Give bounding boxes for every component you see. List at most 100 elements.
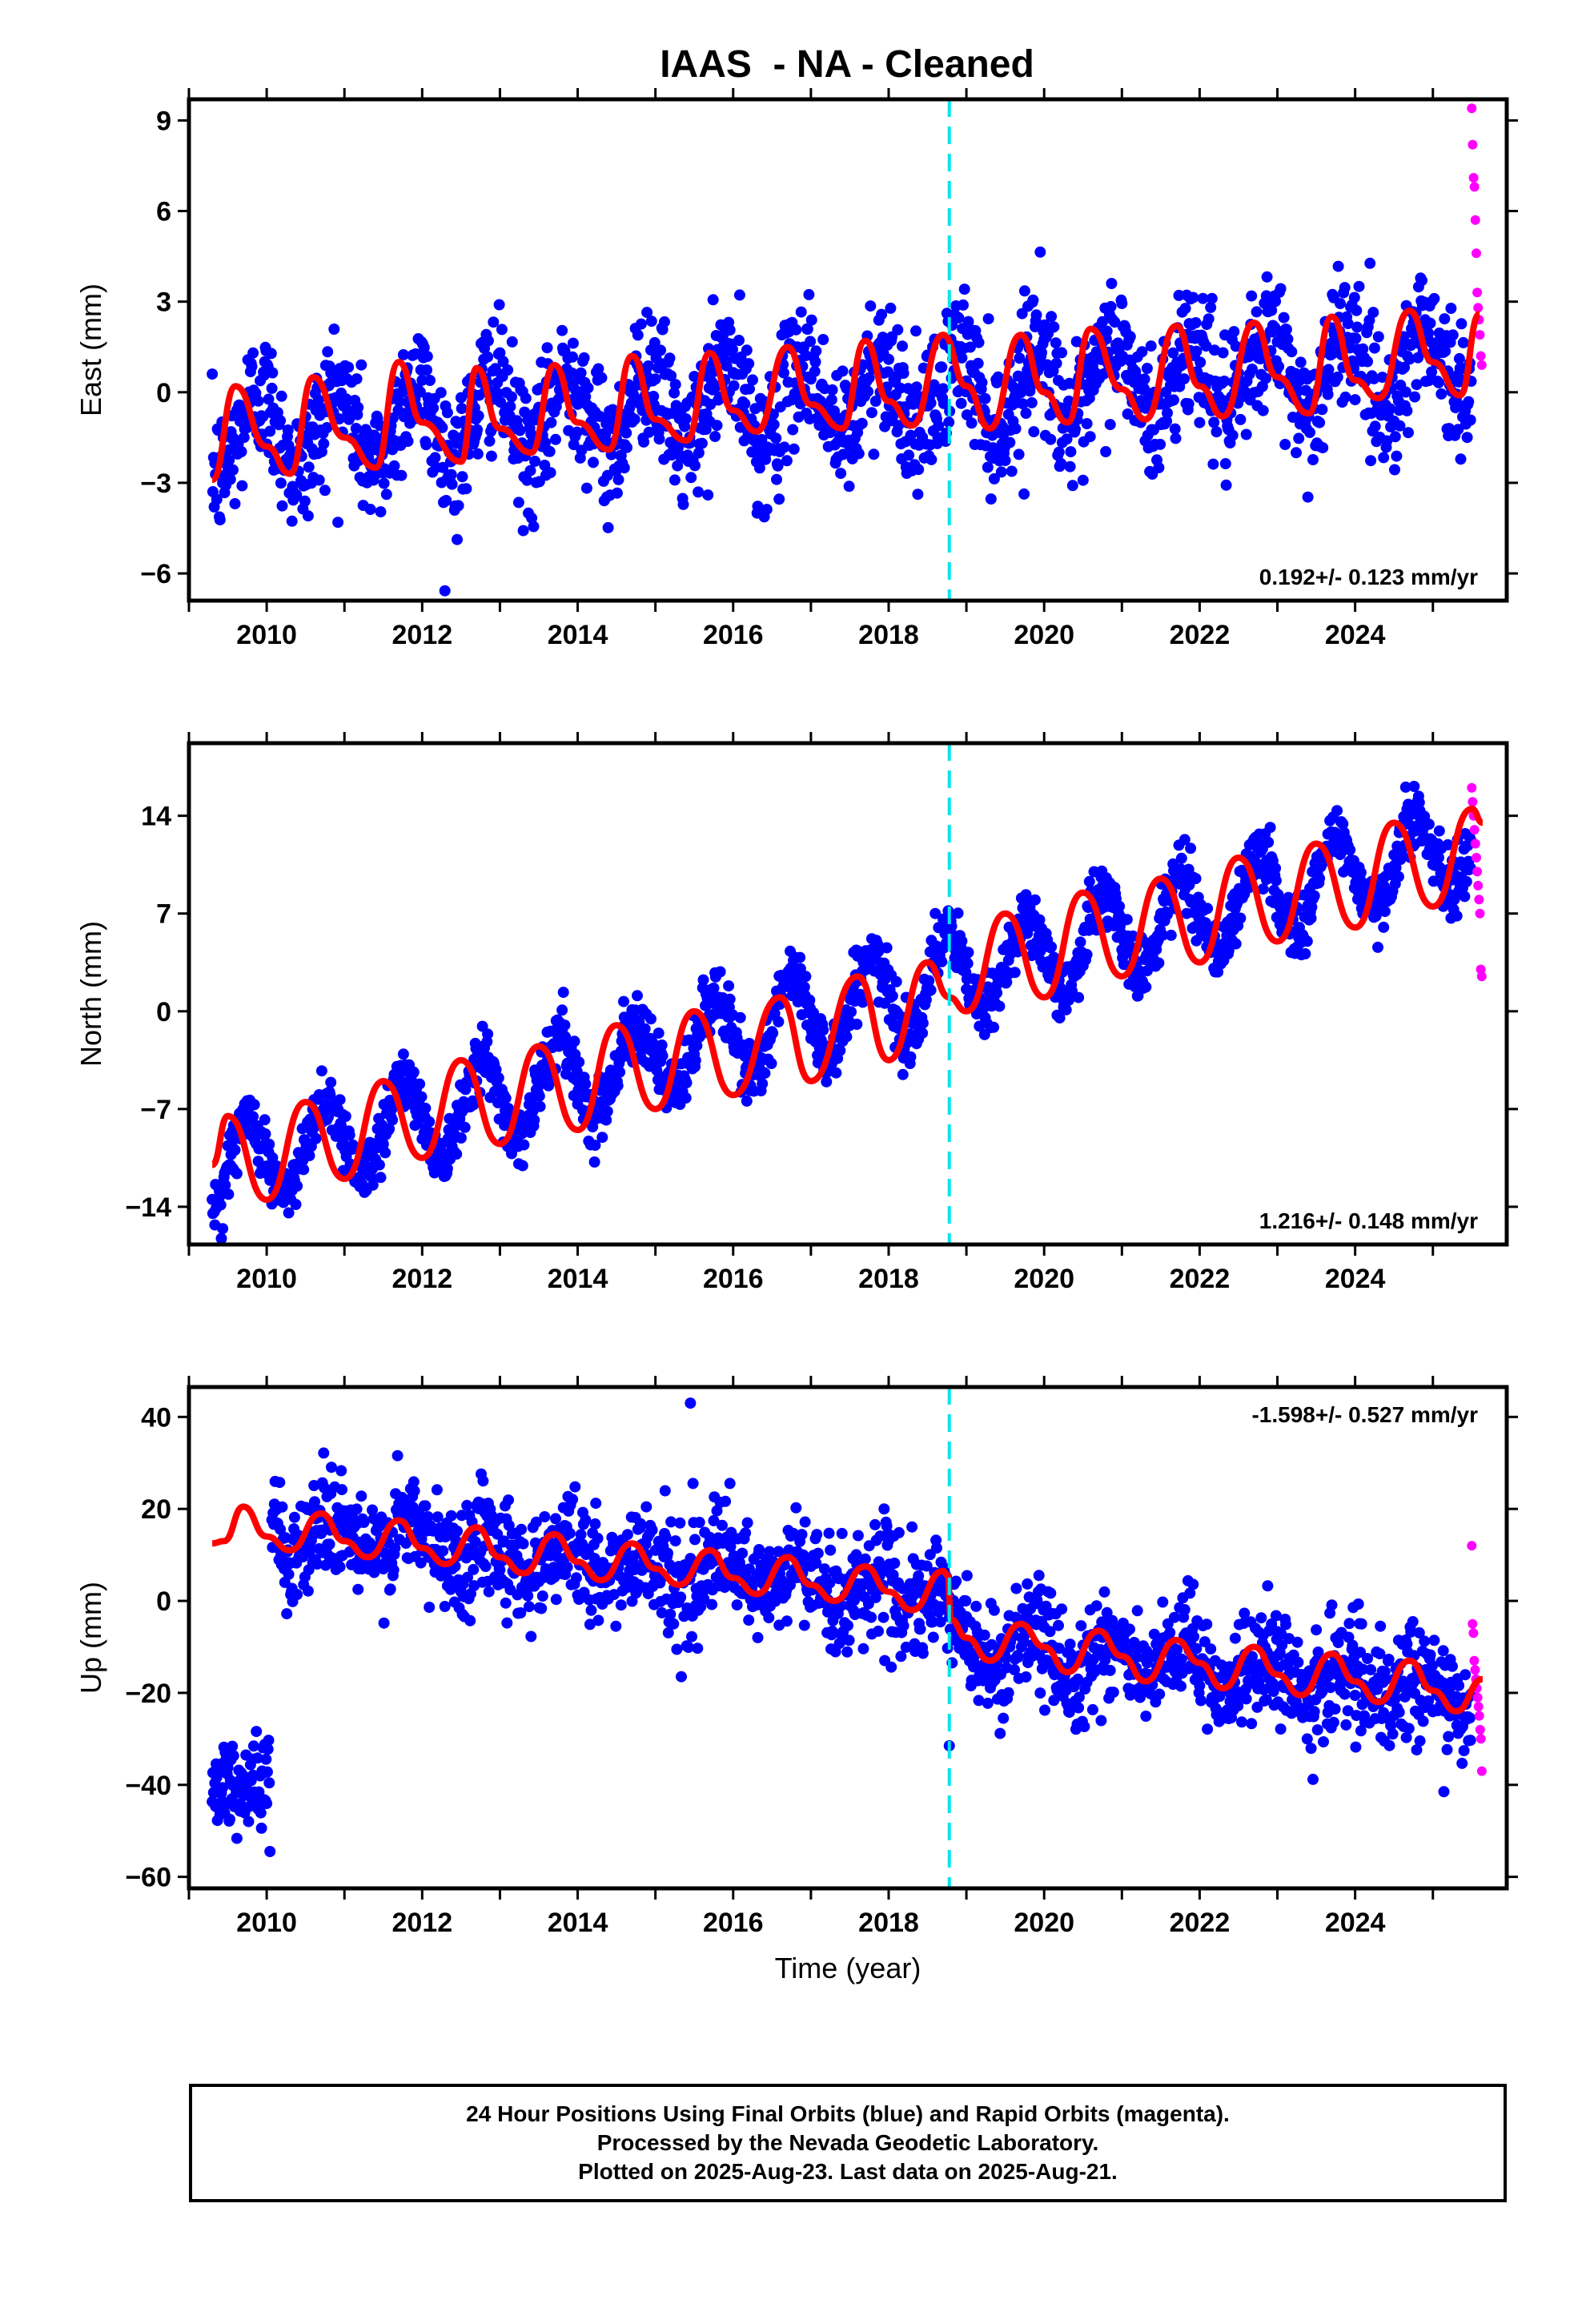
final-orbit-point (1394, 420, 1406, 432)
final-orbit-point (323, 1538, 335, 1550)
final-orbit-point (1219, 458, 1231, 469)
final-orbit-point (660, 1531, 672, 1543)
final-orbit-point (1063, 395, 1074, 407)
final-orbit-point (621, 1529, 633, 1541)
final-orbit-point (387, 1114, 399, 1126)
final-orbit-point (689, 1055, 701, 1067)
final-orbit-point (308, 1480, 320, 1491)
final-orbit-point (982, 461, 994, 473)
final-orbit-point (724, 1478, 736, 1490)
final-orbit-point (955, 397, 967, 409)
final-orbit-point (291, 489, 303, 501)
final-orbit-point (590, 1498, 602, 1510)
final-orbit-point (1045, 433, 1057, 445)
final-orbit-point (752, 501, 764, 513)
final-orbit-point (697, 974, 709, 986)
rapid-orbit-point (1472, 853, 1481, 862)
final-orbit-point (596, 1132, 608, 1144)
final-orbit-point (903, 449, 915, 461)
final-orbit-point (1114, 900, 1126, 912)
final-orbit-point (251, 1752, 263, 1764)
final-orbit-point (812, 1547, 824, 1559)
final-orbit-point (615, 1599, 627, 1611)
final-orbit-point (1405, 340, 1417, 352)
final-orbit-point (676, 1671, 687, 1683)
final-orbit-point (956, 935, 968, 947)
final-orbit-point (1442, 838, 1454, 850)
final-orbit-point (336, 1484, 347, 1496)
final-orbit-point (897, 368, 909, 380)
final-orbit-point (1185, 842, 1197, 854)
final-orbit-point (886, 990, 898, 1002)
final-orbit-point (1389, 431, 1401, 443)
final-orbit-point (794, 951, 806, 963)
final-orbit-point (573, 1056, 585, 1068)
rapid-orbit-point (1475, 908, 1485, 919)
final-orbit-point (686, 1630, 697, 1642)
final-orbit-point (441, 1163, 453, 1175)
final-orbit-point (429, 452, 441, 464)
final-orbit-point (445, 468, 457, 480)
final-orbit-point (1348, 292, 1360, 304)
final-orbit-point (753, 462, 765, 474)
final-orbit-point (767, 1027, 779, 1039)
final-orbit-point (506, 391, 517, 403)
final-orbit-point (1081, 948, 1093, 960)
final-orbit-point (608, 1589, 620, 1601)
final-orbit-point (388, 460, 400, 472)
final-orbit-point (1209, 344, 1220, 356)
x-tick-label: 2016 (703, 1264, 764, 1294)
final-orbit-point (494, 347, 506, 359)
final-orbit-point (966, 417, 978, 429)
final-orbit-point (261, 1798, 273, 1809)
final-orbit-point (912, 489, 924, 501)
final-orbit-point (530, 1516, 542, 1528)
final-orbit-point (799, 1516, 811, 1528)
final-orbit-point (211, 493, 223, 505)
final-orbit-point (310, 1132, 322, 1144)
final-orbit-point (578, 352, 590, 364)
final-orbit-point (1344, 844, 1356, 856)
final-orbit-point (1270, 875, 1282, 887)
final-orbit-point (424, 375, 436, 386)
final-orbit-point (1175, 852, 1187, 864)
final-orbit-point (1191, 345, 1203, 357)
x-tick-label: 2022 (1170, 620, 1231, 650)
final-orbit-point (1169, 423, 1181, 435)
final-orbit-point (472, 448, 484, 460)
final-orbit-point (612, 1080, 624, 1092)
final-orbit-point (1439, 345, 1452, 357)
y-tick-label: 6 (156, 197, 171, 227)
final-orbit-point (1138, 373, 1150, 385)
final-orbit-point (525, 1630, 537, 1642)
final-orbit-point (241, 421, 253, 433)
final-orbit-point (1105, 300, 1117, 312)
final-orbit-point (1378, 921, 1390, 933)
final-orbit-point (437, 461, 449, 473)
final-orbit-point (1332, 260, 1344, 272)
final-orbit-point (291, 1589, 303, 1600)
final-orbit-point (575, 367, 587, 379)
final-orbit-point (655, 344, 667, 356)
final-orbit-point (1372, 941, 1383, 953)
final-orbit-point (708, 982, 720, 994)
final-orbit-point (516, 1160, 528, 1172)
final-orbit-point (868, 448, 880, 460)
final-orbit-point (477, 1475, 489, 1487)
final-orbit-point (282, 424, 294, 436)
final-orbit-point (267, 367, 279, 379)
final-orbit-point (1457, 336, 1469, 348)
final-orbit-point (1367, 307, 1379, 319)
final-orbit-point (1308, 890, 1320, 902)
final-orbit-point (276, 500, 288, 512)
rapid-orbit-point (1468, 797, 1478, 807)
final-orbit-point (917, 1027, 929, 1039)
final-orbit-point (800, 971, 812, 983)
final-orbit-point (1046, 311, 1058, 323)
final-orbit-point (938, 397, 950, 409)
final-orbit-point (352, 401, 364, 413)
final-orbit-point (303, 461, 315, 473)
final-orbit-point (451, 1148, 463, 1160)
final-orbit-point (231, 1832, 243, 1844)
final-orbit-point (1249, 854, 1261, 866)
